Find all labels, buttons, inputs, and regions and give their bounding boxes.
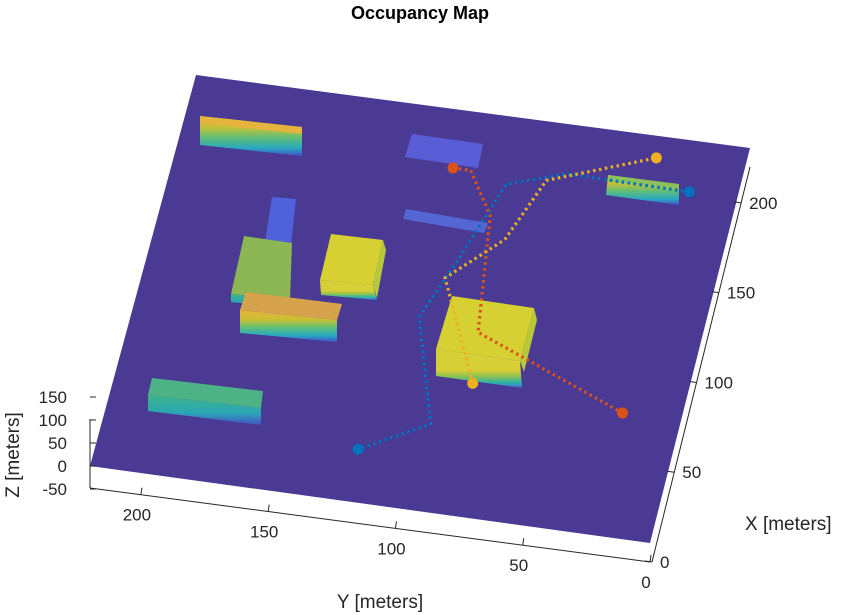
ground-plane	[90, 75, 750, 543]
y-tick-label: 200	[123, 506, 151, 525]
x-axis-label: X [meters]	[745, 514, 832, 535]
building-orange-block	[240, 292, 342, 342]
x-tick-mark	[689, 380, 697, 383]
z-tick-label: -50	[42, 480, 67, 499]
y-tick-mark	[522, 538, 525, 546]
building-thin-wall	[265, 197, 296, 245]
path-orange	[452, 166, 624, 415]
y-axis-line	[89, 487, 651, 563]
x-tick-mark	[734, 201, 742, 204]
x-tick-mark	[644, 560, 653, 563]
z-tick-label: 0	[58, 457, 67, 476]
path-orange-end-point	[617, 407, 629, 419]
y-tick-label: 0	[641, 573, 650, 592]
path-blue-start-point	[683, 186, 695, 198]
building-top-right	[606, 175, 679, 205]
x-tick-label: 50	[682, 463, 701, 482]
uav-paths	[352, 152, 695, 455]
axes	[89, 166, 751, 563]
x-tick-label: 100	[705, 373, 733, 392]
path-blue-end-point	[352, 443, 364, 455]
x-axis-ticks: 0 50 100 150 200	[644, 194, 777, 572]
x-tick-label: 0	[660, 553, 669, 572]
z-axis-ticks: 150 100 50 0 -50	[39, 388, 96, 499]
path-orange-start-point	[447, 162, 459, 174]
y-tick-mark	[649, 554, 652, 563]
x-tick-mark	[711, 291, 719, 294]
building-top-left	[200, 116, 302, 156]
path-yellow-end-point	[650, 152, 662, 164]
y-tick-mark	[140, 487, 143, 495]
x-tick-label: 150	[727, 284, 755, 303]
building-bottom-left	[148, 378, 263, 425]
z-tick-label: 50	[48, 434, 67, 453]
y-tick-label: 150	[250, 523, 278, 542]
chart-title: Occupancy Map	[351, 3, 489, 23]
y-axis-label: Y [meters]	[337, 592, 423, 613]
path-yellow	[443, 156, 657, 384]
buildings	[148, 116, 679, 425]
building-yellow-center	[320, 234, 386, 300]
path-blue	[357, 172, 690, 451]
z-axis-label: Z [meters]	[3, 412, 24, 498]
z-tick-label: 100	[39, 411, 67, 430]
x-tick-mark	[667, 470, 675, 473]
x-axis-line	[651, 166, 751, 563]
y-tick-mark	[394, 521, 397, 529]
building-large-yellow	[436, 296, 537, 388]
building-middle-bar	[403, 209, 488, 233]
y-axis-ticks: 200 150 100 50 0	[123, 487, 652, 592]
y-tick-label: 50	[509, 556, 528, 575]
path-yellow-start-point	[467, 377, 479, 389]
y-tick-label: 100	[377, 539, 405, 558]
y-tick-mark	[267, 504, 270, 512]
building-top-center-flat	[405, 134, 483, 168]
z-tick-label: 150	[39, 388, 67, 407]
x-tick-label: 200	[749, 194, 777, 213]
